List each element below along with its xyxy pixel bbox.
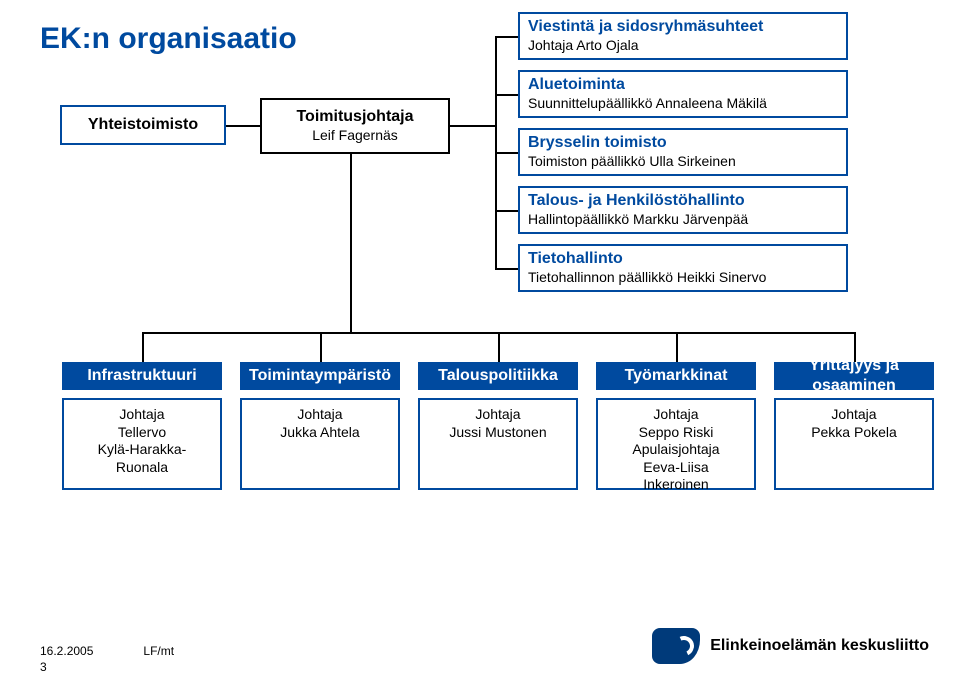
department-sub: JohtajaJukka Ahtela — [280, 406, 359, 441]
department-sub-box: JohtajaSeppo RiskiApulaisjohtajaEeva-Lii… — [596, 398, 756, 490]
side-unit-box: Viestintä ja sidosryhmäsuhteet Johtaja A… — [518, 12, 848, 60]
department-title-box: Toimintaympäristö — [240, 362, 400, 390]
department-title-box: Yrittäjyys ja osaaminen — [774, 362, 934, 390]
department-title-box: Infrastruktuuri — [62, 362, 222, 390]
page-title: EK:n organisaatio — [40, 22, 297, 56]
side-unit-title: Tietohallinto — [528, 249, 838, 269]
ceo-role: Toimitusjohtaja — [296, 107, 413, 127]
connector-line — [676, 332, 678, 362]
department-sub: JohtajaSeppo RiskiApulaisjohtajaEeva-Lii… — [632, 406, 719, 494]
side-unit-title: Viestintä ja sidosryhmäsuhteet — [528, 17, 838, 37]
side-unit-title: Talous- ja Henkilöstöhallinto — [528, 191, 838, 211]
connector-line — [495, 94, 518, 96]
side-unit-sub: Tietohallinnon päällikkö Heikki Sinervo — [528, 269, 838, 287]
connector-line — [854, 332, 856, 362]
connector-line — [350, 154, 352, 332]
yhteistoimisto-label: Yhteistoimisto — [88, 115, 198, 135]
department-title-box: Työmarkkinat — [596, 362, 756, 390]
footer: 16.2.2005 LF/mt — [40, 644, 174, 658]
department-title: Infrastruktuuri — [87, 366, 196, 386]
ceo-box: Toimitusjohtaja Leif Fagernäs — [260, 98, 450, 154]
department-title: Yrittäjyys ja osaaminen — [784, 356, 924, 396]
department-sub-box: JohtajaTellervoKylä-Harakka-Ruonala — [62, 398, 222, 490]
logo-text: Elinkeinoelämän keskusliitto — [710, 637, 929, 655]
logo-icon — [652, 628, 700, 664]
connector-line — [226, 125, 260, 127]
department-title: Talouspolitiikka — [438, 366, 558, 386]
department-sub: JohtajaTellervoKylä-Harakka-Ruonala — [98, 406, 187, 476]
side-unit-sub: Toimiston päällikkö Ulla Sirkeinen — [528, 153, 838, 171]
department-sub-box: JohtajaJussi Mustonen — [418, 398, 578, 490]
connector-line — [450, 125, 495, 127]
connector-line — [495, 268, 518, 270]
department-title-box: Talouspolitiikka — [418, 362, 578, 390]
department-sub: JohtajaPekka Pokela — [811, 406, 897, 441]
side-unit-title: Aluetoiminta — [528, 75, 838, 95]
side-unit-box: Aluetoiminta Suunnittelupäällikkö Annale… — [518, 70, 848, 118]
side-unit-sub: Hallintopäällikkö Markku Järvenpää — [528, 211, 838, 229]
side-unit-sub: Suunnittelupäällikkö Annaleena Mäkilä — [528, 95, 838, 113]
side-unit-box: Brysselin toimisto Toimiston päällikkö U… — [518, 128, 848, 176]
side-unit-title: Brysselin toimisto — [528, 133, 838, 153]
footer-code: LF/mt — [143, 644, 174, 658]
department-sub-box: JohtajaJukka Ahtela — [240, 398, 400, 490]
connector-line — [495, 210, 518, 212]
logo: Elinkeinoelämän keskusliitto — [652, 628, 929, 664]
side-unit-sub: Johtaja Arto Ojala — [528, 37, 838, 55]
department-title: Työmarkkinat — [625, 366, 728, 386]
connector-line — [320, 332, 322, 362]
page-number: 3 — [40, 660, 47, 674]
department-sub-box: JohtajaPekka Pokela — [774, 398, 934, 490]
ceo-name: Leif Fagernäs — [312, 127, 398, 145]
connector-line — [495, 152, 518, 154]
yhteistoimisto-box: Yhteistoimisto — [60, 105, 226, 145]
connector-line — [142, 332, 144, 362]
department-title: Toimintaympäristö — [249, 366, 391, 386]
connector-line — [498, 332, 500, 362]
department-sub: JohtajaJussi Mustonen — [449, 406, 546, 441]
footer-date: 16.2.2005 — [40, 644, 93, 658]
connector-line — [495, 36, 518, 38]
side-unit-box: Talous- ja Henkilöstöhallinto Hallintopä… — [518, 186, 848, 234]
side-unit-box: Tietohallinto Tietohallinnon päällikkö H… — [518, 244, 848, 292]
